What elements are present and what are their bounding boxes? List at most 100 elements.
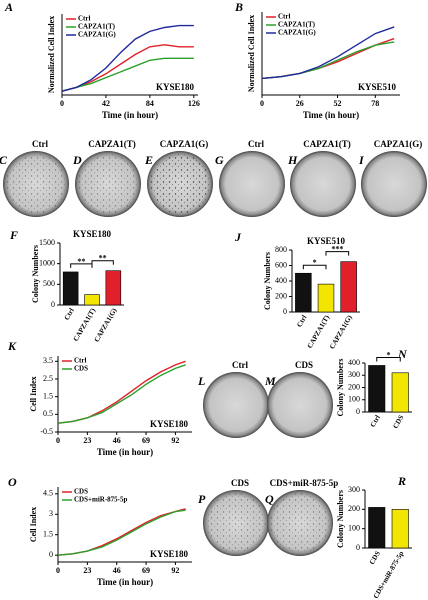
x-tick-label: CDS bbox=[368, 550, 382, 566]
y-tick-label: 0 bbox=[356, 407, 360, 416]
x-tick-label: 0 bbox=[60, 99, 64, 108]
y-axis-label: Normalized Cell Index bbox=[247, 15, 256, 92]
x-tick-label: CAPZA1(G) bbox=[93, 306, 119, 343]
y-tick-label: 0 bbox=[283, 307, 287, 316]
panel-letter: L bbox=[197, 374, 205, 388]
panel-letter: D bbox=[72, 153, 82, 167]
series-line bbox=[261, 26, 395, 80]
image-label: CDS+miR-875-5p bbox=[270, 478, 339, 488]
x-tick-label: Ctrl bbox=[295, 314, 308, 329]
series-line bbox=[261, 41, 395, 80]
y-tick-label: 100 bbox=[348, 395, 360, 404]
panel-letter: A bbox=[4, 0, 13, 14]
y-tick-label: 2.5 bbox=[43, 374, 53, 383]
legend-label: Ctrl bbox=[278, 13, 290, 21]
legend-label: CAPZA1(G) bbox=[78, 31, 116, 39]
bar bbox=[368, 507, 386, 549]
significance-label: ** bbox=[99, 254, 107, 263]
panel-letter: C bbox=[0, 153, 8, 167]
y-tick-label: 400 bbox=[275, 276, 287, 285]
series-line bbox=[61, 44, 194, 92]
x-axis-label: Time (in hour) bbox=[97, 447, 153, 457]
legend-label: Ctrl bbox=[78, 15, 90, 23]
x-tick-label: 46 bbox=[113, 436, 121, 445]
x-tick-label: 92 bbox=[171, 436, 179, 445]
bar bbox=[105, 270, 122, 306]
bar bbox=[62, 271, 79, 306]
x-tick-label: 0 bbox=[56, 566, 60, 575]
significance-label: * bbox=[387, 350, 391, 359]
series-line bbox=[57, 364, 186, 424]
legend-label: CAPZA1(G) bbox=[278, 29, 316, 37]
bar bbox=[317, 283, 335, 313]
panel-letter: F bbox=[9, 228, 18, 242]
x-tick-label: 52 bbox=[334, 99, 342, 108]
panel-letter: O bbox=[8, 475, 17, 489]
significance-label: ** bbox=[77, 257, 85, 266]
panel-letter: Q bbox=[265, 492, 274, 506]
y-tick-label: 300 bbox=[348, 485, 360, 494]
series-line bbox=[61, 57, 194, 92]
y-tick-label: 1.5 bbox=[43, 530, 53, 539]
panel-letter: B bbox=[234, 0, 243, 14]
x-tick-label: 23 bbox=[83, 436, 91, 445]
x-tick-label: Ctrl bbox=[369, 414, 382, 429]
series-line bbox=[261, 37, 395, 80]
dish-image bbox=[219, 151, 285, 217]
panel-letter: G bbox=[215, 153, 224, 167]
y-tick-label: -0.5 bbox=[40, 427, 53, 436]
significance-bracket bbox=[70, 263, 93, 268]
y-tick-label: 200 bbox=[348, 382, 360, 391]
y-tick-label: 1000 bbox=[39, 258, 55, 267]
panel-letter: M bbox=[264, 374, 276, 388]
significance-label: *** bbox=[331, 244, 343, 253]
y-axis-label: Cell Index bbox=[29, 376, 38, 411]
y-tick-label: 0 bbox=[51, 300, 55, 309]
x-tick-label: CDS bbox=[391, 414, 405, 430]
y-tick-label: 1.5 bbox=[43, 391, 53, 400]
image-label: CDS bbox=[295, 360, 313, 370]
x-tick-label: 78 bbox=[371, 99, 379, 108]
x-tick-label: Ctrl bbox=[63, 307, 76, 322]
series-line bbox=[61, 24, 194, 92]
panel-letter: R bbox=[397, 474, 406, 488]
x-tick-label: 69 bbox=[142, 436, 150, 445]
legend-label: CDS+miR-875-5p bbox=[74, 496, 127, 504]
y-axis-label: Normalized Cell Index bbox=[47, 16, 56, 93]
x-tick-label: 42 bbox=[102, 99, 110, 108]
y-tick-label: 0 bbox=[49, 550, 53, 559]
x-tick-label: 84 bbox=[146, 99, 154, 108]
dish-colonies bbox=[206, 493, 266, 553]
bar bbox=[368, 365, 386, 413]
legend-label: CDS bbox=[74, 365, 88, 373]
legend-label: CDS bbox=[74, 488, 88, 496]
image-label: CAPZA1(T) bbox=[303, 139, 351, 149]
x-axis-label: Time (in hour) bbox=[97, 577, 153, 587]
panel-letter: N bbox=[397, 347, 408, 361]
y-tick-label: 1500 bbox=[39, 238, 55, 247]
dish-image bbox=[361, 151, 427, 217]
panel-letter: J bbox=[234, 230, 242, 244]
y-tick-label: 400 bbox=[348, 358, 360, 367]
dish-colonies bbox=[6, 154, 66, 214]
x-tick-label: 26 bbox=[296, 99, 304, 108]
y-axis-label: Colony Numbers bbox=[31, 245, 40, 303]
x-tick-label: CAPZA1(G) bbox=[328, 313, 354, 350]
dish-image bbox=[290, 151, 356, 217]
bar bbox=[391, 372, 409, 413]
x-axis-label: Time (in hour) bbox=[102, 110, 158, 120]
chart-title: KYSE180 bbox=[150, 549, 189, 559]
x-tick-label: 92 bbox=[171, 566, 179, 575]
y-axis-label: Colony Numbers bbox=[336, 358, 345, 416]
significance-bracket bbox=[302, 264, 327, 270]
image-label: CDS bbox=[231, 478, 249, 488]
image-label: Ctrl bbox=[232, 360, 248, 370]
significance-bracket bbox=[91, 260, 114, 265]
image-label: CAPZA1(G) bbox=[160, 139, 209, 149]
panel-letter: I bbox=[358, 153, 365, 167]
significance-bracket bbox=[325, 251, 350, 256]
bar bbox=[340, 261, 357, 313]
y-axis-label: Cell Index bbox=[29, 507, 38, 542]
dish-colonies bbox=[270, 493, 330, 553]
panel-letter: H bbox=[287, 153, 298, 167]
